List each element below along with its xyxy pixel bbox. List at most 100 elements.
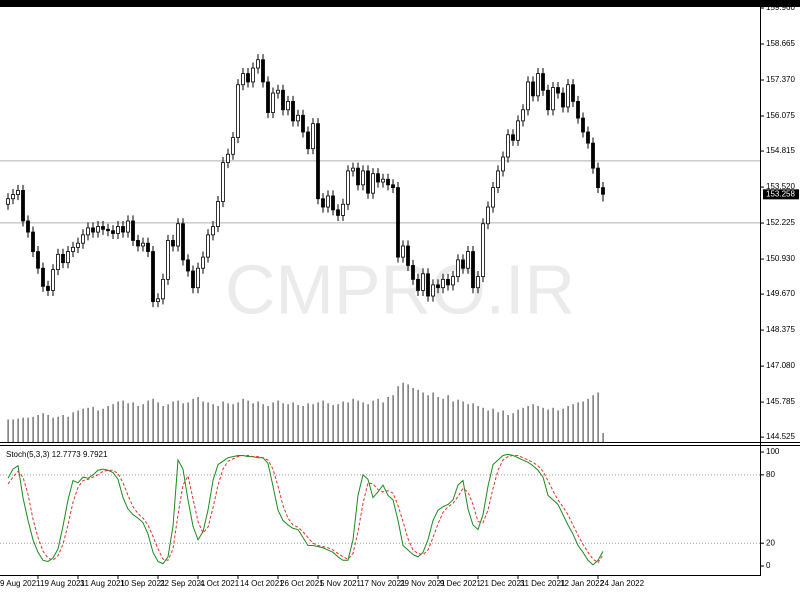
candle-body <box>496 170 500 189</box>
x-tick-label: 31 Dec 2021 <box>520 579 566 588</box>
volume-bar <box>67 416 69 442</box>
candle-body <box>456 259 460 277</box>
candle-body <box>351 167 355 172</box>
candle-body <box>246 73 250 83</box>
volume-bar <box>162 406 164 442</box>
y-tick-label: 100 <box>766 447 780 456</box>
candle-body <box>36 251 40 269</box>
volume-bar <box>567 406 569 442</box>
volume-bar <box>422 392 424 442</box>
volume-bar <box>472 403 474 442</box>
candle-body <box>286 101 290 111</box>
candle-body <box>66 251 70 264</box>
volume-bar <box>327 403 329 442</box>
volume-bar <box>577 402 579 442</box>
candle-body <box>596 167 600 189</box>
candle-body <box>321 198 325 208</box>
volume-bar <box>102 408 104 442</box>
y-tick-label: 147.080 <box>766 361 795 370</box>
volume-bar <box>492 408 494 442</box>
volume-bar <box>507 415 509 442</box>
candle-body <box>551 87 555 111</box>
volume-bar <box>117 401 119 442</box>
top-border <box>0 0 800 7</box>
candle-body <box>196 267 200 289</box>
candle-body <box>546 89 550 111</box>
candle-body <box>336 209 340 216</box>
x-tick-label: 22 Sep 2021 <box>160 579 206 588</box>
candle-body <box>236 84 240 138</box>
candle-body <box>171 240 175 247</box>
candle-body <box>481 223 485 277</box>
volume-bar <box>72 412 74 442</box>
candle-body <box>406 245 410 266</box>
volume-bar <box>137 406 139 442</box>
volume-bar <box>537 406 539 442</box>
candle-body <box>221 162 225 202</box>
candle-body <box>16 189 20 195</box>
x-tick-label: 29 Nov 2021 <box>400 579 446 588</box>
volume-bar <box>587 398 589 442</box>
volume-bar <box>367 404 369 442</box>
candle-body <box>536 73 540 97</box>
volume-bar <box>377 398 379 442</box>
x-tick-label: 26 Oct 2021 <box>280 579 324 588</box>
volume-bar <box>322 400 324 442</box>
volume-bar <box>147 400 149 442</box>
candle-body <box>326 195 330 208</box>
volume-bar <box>592 395 594 442</box>
volume-bar <box>142 404 144 442</box>
candle-body <box>116 226 120 234</box>
volume-bar <box>17 418 19 442</box>
y-tick-label: 152.225 <box>766 218 795 227</box>
candle-body <box>131 220 135 241</box>
x-tick-label: 10 Sep 2021 <box>120 579 166 588</box>
candle-body <box>86 227 90 236</box>
candle-body <box>356 167 360 186</box>
volume-bar <box>227 403 229 442</box>
volume-bar <box>517 409 519 442</box>
volume-bar <box>447 395 449 442</box>
candle-body <box>186 259 190 272</box>
candle-body <box>241 73 245 86</box>
candle-body <box>591 142 595 169</box>
volume-bar <box>427 395 429 442</box>
volume-bar <box>237 402 239 442</box>
volume-bar <box>87 407 89 442</box>
candle-body <box>311 123 315 150</box>
volume-bar <box>352 398 354 442</box>
volume-bar <box>262 404 264 442</box>
volume-bar <box>197 397 199 442</box>
candle-body <box>146 242 150 252</box>
candle-body <box>471 251 475 289</box>
candle-body <box>281 89 285 111</box>
volume-bar <box>302 406 304 442</box>
volume-bar <box>512 413 514 442</box>
candle-body <box>586 131 590 144</box>
candle-body <box>226 153 230 163</box>
candle-body <box>206 234 210 258</box>
volume-bar <box>552 407 554 442</box>
candle-body <box>341 203 345 216</box>
volume-bar <box>297 405 299 442</box>
candle-body <box>41 267 45 287</box>
volume-bar <box>122 400 124 442</box>
volume-bar <box>177 400 179 442</box>
volume-bar <box>497 412 499 442</box>
volume-bar <box>182 403 184 442</box>
x-tick-label: 31 Aug 2021 <box>80 579 125 588</box>
y-tick-label: 159.960 <box>766 3 795 12</box>
volume-bar <box>397 386 399 442</box>
candle-body <box>111 230 115 234</box>
volume-bar <box>462 401 464 442</box>
volume-bar <box>127 403 129 442</box>
candle-body <box>161 278 165 300</box>
current-price-label: 153.258 <box>766 189 795 198</box>
volume-bar <box>57 416 59 442</box>
volume-bar <box>12 419 14 442</box>
candle-body <box>231 137 235 155</box>
volume-bar <box>457 399 459 442</box>
y-tick-label: 0 <box>766 561 771 570</box>
candle-body <box>381 178 385 183</box>
